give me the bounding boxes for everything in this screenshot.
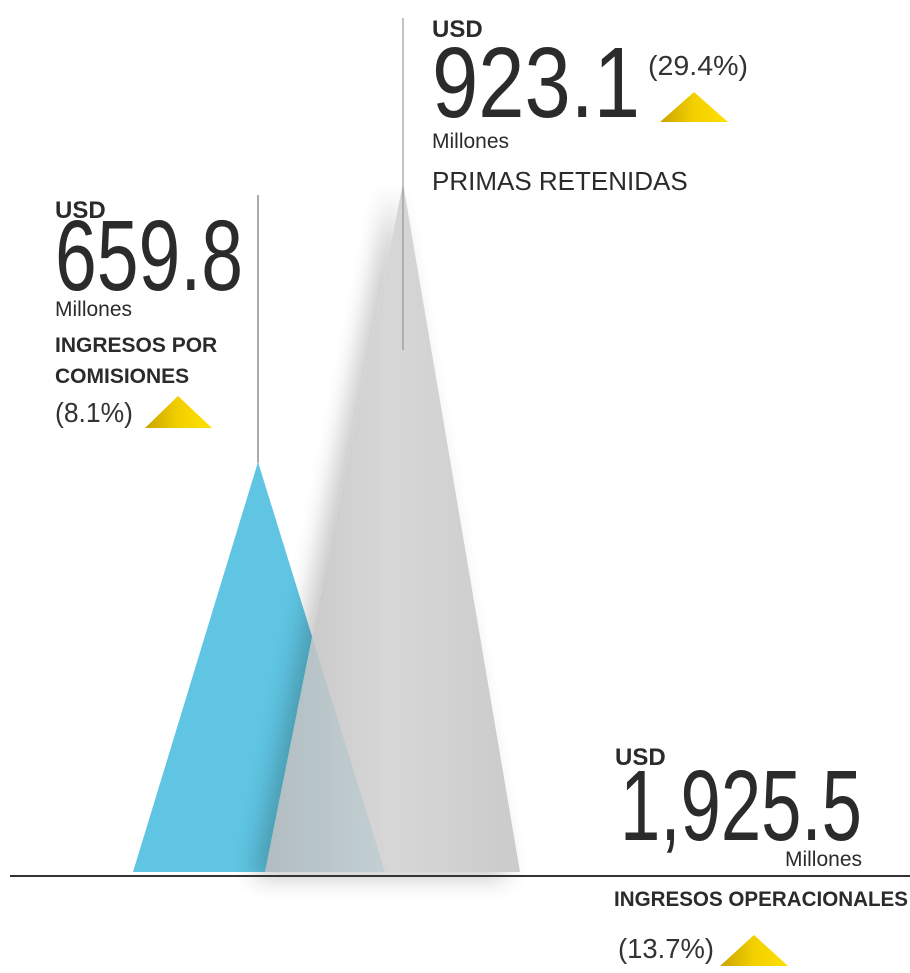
unit: Millones	[432, 130, 509, 153]
currency: USD	[615, 744, 666, 771]
change: (8.1%)	[55, 397, 133, 428]
label: COMISIONES	[55, 365, 189, 388]
triangle-premiums	[265, 183, 520, 872]
value: 659.8	[55, 200, 243, 312]
change: (29.4%)	[648, 50, 748, 81]
up-arrow	[720, 935, 788, 966]
label: INGRESOS OPERACIONALES	[614, 888, 908, 911]
change: (13.7%)	[618, 933, 714, 964]
value: 923.1	[432, 27, 640, 139]
label: PRIMAS RETENIDAS	[432, 166, 688, 196]
value: 1,925.5	[620, 750, 862, 862]
unit: Millones	[785, 848, 862, 871]
up-arrow	[145, 396, 212, 428]
label: INGRESOS POR	[55, 334, 217, 357]
unit: Millones	[55, 298, 132, 321]
up-arrow	[660, 92, 728, 122]
currency: USD	[55, 197, 106, 224]
currency: USD	[432, 16, 483, 43]
